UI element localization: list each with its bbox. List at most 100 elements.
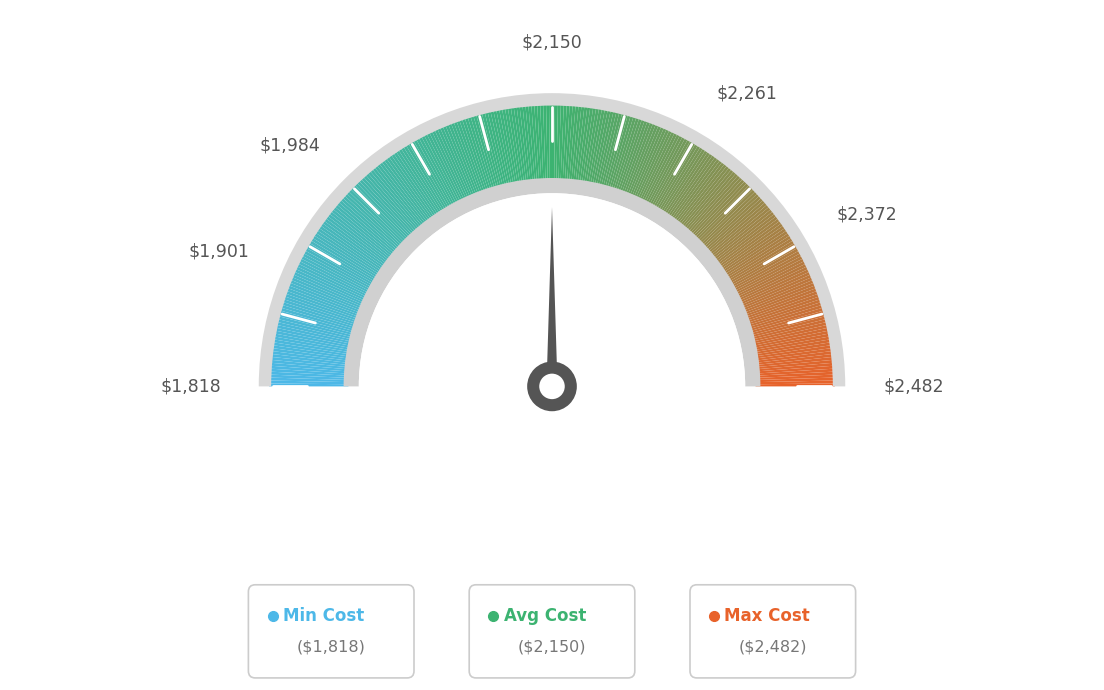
Polygon shape bbox=[546, 207, 558, 386]
Wedge shape bbox=[276, 322, 353, 342]
Wedge shape bbox=[465, 117, 491, 193]
Wedge shape bbox=[332, 206, 395, 258]
Wedge shape bbox=[340, 197, 401, 252]
Wedge shape bbox=[269, 363, 349, 371]
Wedge shape bbox=[283, 296, 359, 324]
Wedge shape bbox=[291, 274, 365, 308]
Wedge shape bbox=[709, 206, 772, 258]
Wedge shape bbox=[586, 108, 602, 186]
Wedge shape bbox=[338, 199, 400, 253]
Wedge shape bbox=[737, 271, 811, 306]
Wedge shape bbox=[752, 336, 831, 353]
Wedge shape bbox=[696, 186, 754, 244]
Wedge shape bbox=[467, 115, 493, 192]
Wedge shape bbox=[667, 152, 713, 219]
Wedge shape bbox=[416, 137, 456, 208]
Wedge shape bbox=[755, 363, 835, 371]
Wedge shape bbox=[320, 222, 386, 270]
Wedge shape bbox=[496, 108, 513, 187]
Wedge shape bbox=[499, 108, 516, 186]
Wedge shape bbox=[350, 186, 408, 244]
Wedge shape bbox=[670, 156, 719, 221]
Wedge shape bbox=[282, 299, 359, 326]
Wedge shape bbox=[343, 193, 404, 248]
Wedge shape bbox=[269, 372, 349, 378]
Wedge shape bbox=[517, 106, 529, 184]
Wedge shape bbox=[315, 230, 382, 275]
Wedge shape bbox=[321, 220, 388, 268]
Text: ($2,150): ($2,150) bbox=[518, 639, 586, 654]
Wedge shape bbox=[629, 124, 661, 199]
Wedge shape bbox=[699, 190, 758, 247]
Wedge shape bbox=[554, 104, 558, 183]
Wedge shape bbox=[575, 106, 587, 184]
Wedge shape bbox=[493, 109, 512, 187]
Wedge shape bbox=[401, 146, 445, 215]
Wedge shape bbox=[755, 359, 834, 369]
Wedge shape bbox=[269, 375, 349, 380]
Wedge shape bbox=[749, 313, 826, 336]
Wedge shape bbox=[359, 193, 745, 386]
Wedge shape bbox=[730, 248, 800, 288]
Wedge shape bbox=[734, 261, 807, 298]
Wedge shape bbox=[327, 213, 391, 264]
Wedge shape bbox=[630, 126, 665, 199]
Wedge shape bbox=[413, 139, 454, 209]
Text: $2,150: $2,150 bbox=[521, 34, 583, 52]
FancyBboxPatch shape bbox=[469, 584, 635, 678]
Wedge shape bbox=[363, 174, 417, 235]
Wedge shape bbox=[288, 282, 363, 313]
Wedge shape bbox=[295, 266, 368, 302]
Wedge shape bbox=[719, 225, 786, 272]
Wedge shape bbox=[297, 261, 370, 298]
Wedge shape bbox=[308, 240, 378, 283]
Wedge shape bbox=[403, 144, 446, 213]
Wedge shape bbox=[625, 122, 656, 197]
Wedge shape bbox=[546, 104, 550, 183]
Wedge shape bbox=[687, 174, 741, 235]
Wedge shape bbox=[505, 107, 520, 186]
Wedge shape bbox=[598, 111, 619, 189]
Wedge shape bbox=[445, 124, 477, 198]
Wedge shape bbox=[752, 333, 830, 351]
Wedge shape bbox=[683, 170, 736, 233]
Wedge shape bbox=[531, 104, 539, 184]
Wedge shape bbox=[354, 182, 411, 241]
Wedge shape bbox=[304, 248, 374, 288]
Wedge shape bbox=[580, 106, 593, 185]
Wedge shape bbox=[293, 271, 367, 306]
Wedge shape bbox=[713, 213, 777, 264]
Wedge shape bbox=[720, 228, 787, 274]
Wedge shape bbox=[335, 204, 396, 257]
Wedge shape bbox=[733, 258, 806, 296]
Wedge shape bbox=[725, 237, 794, 281]
Wedge shape bbox=[708, 204, 769, 257]
Wedge shape bbox=[742, 285, 817, 315]
Wedge shape bbox=[707, 201, 768, 255]
Wedge shape bbox=[269, 384, 349, 386]
Wedge shape bbox=[272, 348, 350, 361]
Text: Avg Cost: Avg Cost bbox=[503, 607, 586, 625]
Wedge shape bbox=[279, 308, 357, 332]
Wedge shape bbox=[277, 319, 354, 340]
Wedge shape bbox=[753, 345, 832, 359]
Wedge shape bbox=[490, 110, 510, 188]
Wedge shape bbox=[584, 107, 599, 186]
Wedge shape bbox=[395, 149, 442, 217]
Wedge shape bbox=[741, 282, 816, 313]
Wedge shape bbox=[751, 322, 828, 342]
Wedge shape bbox=[274, 333, 352, 351]
Wedge shape bbox=[594, 110, 614, 188]
Wedge shape bbox=[749, 310, 826, 334]
Wedge shape bbox=[405, 143, 448, 213]
Wedge shape bbox=[289, 279, 363, 311]
Wedge shape bbox=[745, 296, 821, 324]
Wedge shape bbox=[661, 148, 707, 216]
Wedge shape bbox=[302, 250, 373, 290]
Wedge shape bbox=[747, 308, 825, 332]
Wedge shape bbox=[659, 146, 703, 215]
Wedge shape bbox=[294, 268, 367, 304]
Text: ($1,818): ($1,818) bbox=[297, 639, 365, 654]
Wedge shape bbox=[343, 178, 761, 386]
Wedge shape bbox=[753, 342, 832, 357]
